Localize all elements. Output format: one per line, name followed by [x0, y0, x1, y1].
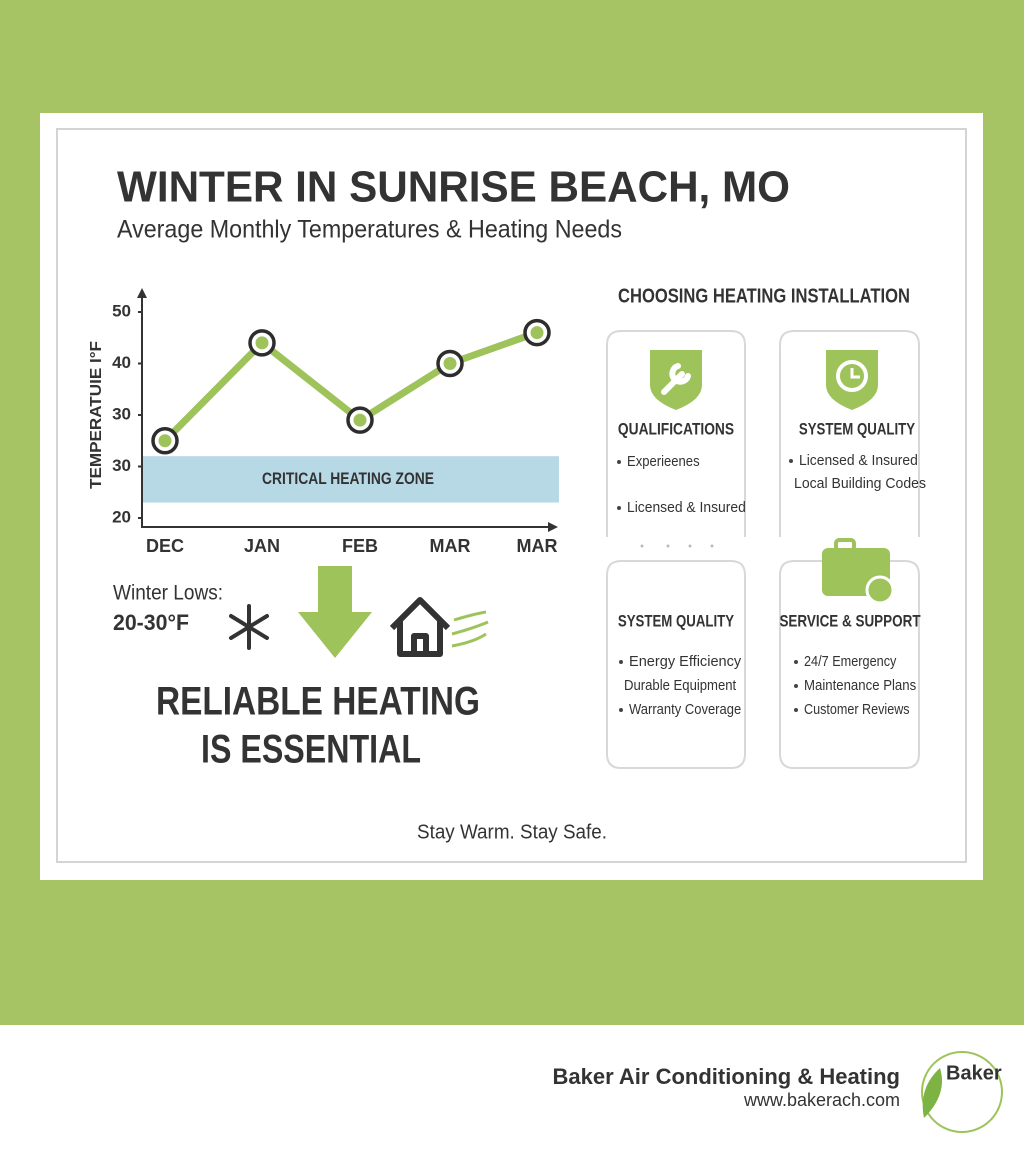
- y-tick-label: 20: [112, 507, 131, 526]
- bullet: [794, 660, 798, 664]
- subtitle: Average Monthly Temperatures & Heating N…: [117, 216, 622, 244]
- snowflake-icon: [229, 604, 269, 650]
- winter-label: Winter Lows:: [113, 582, 223, 605]
- winter-range: 20-30°F: [113, 610, 189, 635]
- card-title: SERVICE & SUPPORT: [779, 611, 921, 630]
- card-item: Local Building Codes: [794, 475, 926, 492]
- down-arrow: [298, 566, 372, 658]
- panel-card: [779, 330, 920, 537]
- card-item: Licensed & Insured: [627, 499, 746, 516]
- bullet: [789, 459, 793, 463]
- logo-leaf: [922, 1068, 942, 1118]
- furnace-handle: [834, 538, 856, 552]
- card-border: [56, 128, 967, 863]
- card-title: SYSTEM QUALITY: [799, 419, 916, 438]
- message: RELIABLE HEATING: [156, 680, 480, 724]
- panel-title: CHOOSING HEATING INSTALLATION: [618, 285, 910, 307]
- bullet: [617, 460, 621, 464]
- footer-strip: [0, 1027, 1024, 1154]
- x-tick-label: MAR: [430, 536, 471, 556]
- card-item: Warranty Coverage: [629, 701, 741, 718]
- clock-hands: [850, 368, 860, 379]
- critical-zone: [143, 456, 559, 503]
- logo-text: Baker: [946, 1062, 1002, 1084]
- gauge-icon: [865, 575, 895, 605]
- card-item: Maintenance Plans: [804, 677, 916, 694]
- dot: [688, 544, 692, 548]
- x-tick-label: MAR: [517, 536, 558, 556]
- bullet: [794, 684, 798, 688]
- x-tick-label: FEB: [342, 536, 378, 556]
- y-tick-label: 50: [112, 301, 131, 320]
- title: WINTER IN SUNRISE BEACH, MO: [117, 163, 790, 212]
- y-tick-label: 40: [112, 353, 131, 372]
- shield-icon: [826, 350, 878, 410]
- card-item: Durable Equipment: [624, 677, 737, 694]
- card-title: QUALIFICATIONS: [618, 419, 734, 438]
- card-item: Energy Efficiency: [629, 653, 742, 670]
- zone-label: CRITICAL HEATING ZONE: [262, 469, 434, 488]
- company: Baker Air Conditioning & Heating: [552, 1064, 900, 1089]
- dot: [666, 544, 670, 548]
- axes: [141, 292, 553, 528]
- dot: [710, 544, 714, 548]
- message: IS ESSENTIAL: [201, 728, 421, 772]
- panel-cards: [606, 330, 920, 769]
- logo-ring: [921, 1051, 1003, 1133]
- y-axis-label: TEMPERATUIE I°F: [88, 341, 105, 489]
- bullet: [794, 708, 798, 712]
- dot: [640, 544, 644, 548]
- data-point-core: [443, 357, 457, 370]
- bullet: [619, 708, 623, 712]
- panel-card: [779, 560, 920, 769]
- x-tick-label: DEC: [146, 536, 184, 556]
- y-tick-label: 30: [112, 456, 131, 475]
- url: www.bakerach.com: [743, 1090, 900, 1110]
- heat-waves: [451, 610, 489, 648]
- clock-icon: [836, 360, 868, 392]
- data-point-core: [158, 434, 172, 448]
- card-title: SYSTEM QUALITY: [618, 611, 735, 630]
- x-tick-label: JAN: [244, 536, 280, 556]
- data-point-core: [255, 336, 269, 350]
- y-tick-label: 30: [112, 404, 131, 423]
- panel-card: [606, 560, 746, 769]
- tagline: Stay Warm. Stay Safe.: [417, 821, 607, 843]
- card-item: Experieenes: [627, 453, 700, 470]
- wrench-icon: [661, 363, 691, 395]
- data-point-core: [353, 413, 367, 427]
- bullet: [619, 660, 623, 664]
- card-item: Licensed & Insured: [799, 452, 918, 469]
- card-item: Customer Reviews: [804, 701, 910, 718]
- card-item: 24/7 Emergency: [804, 653, 897, 670]
- house-icon: [389, 597, 451, 657]
- data-point-core: [530, 326, 544, 340]
- panel-card: [606, 330, 746, 537]
- bullet: [617, 506, 621, 510]
